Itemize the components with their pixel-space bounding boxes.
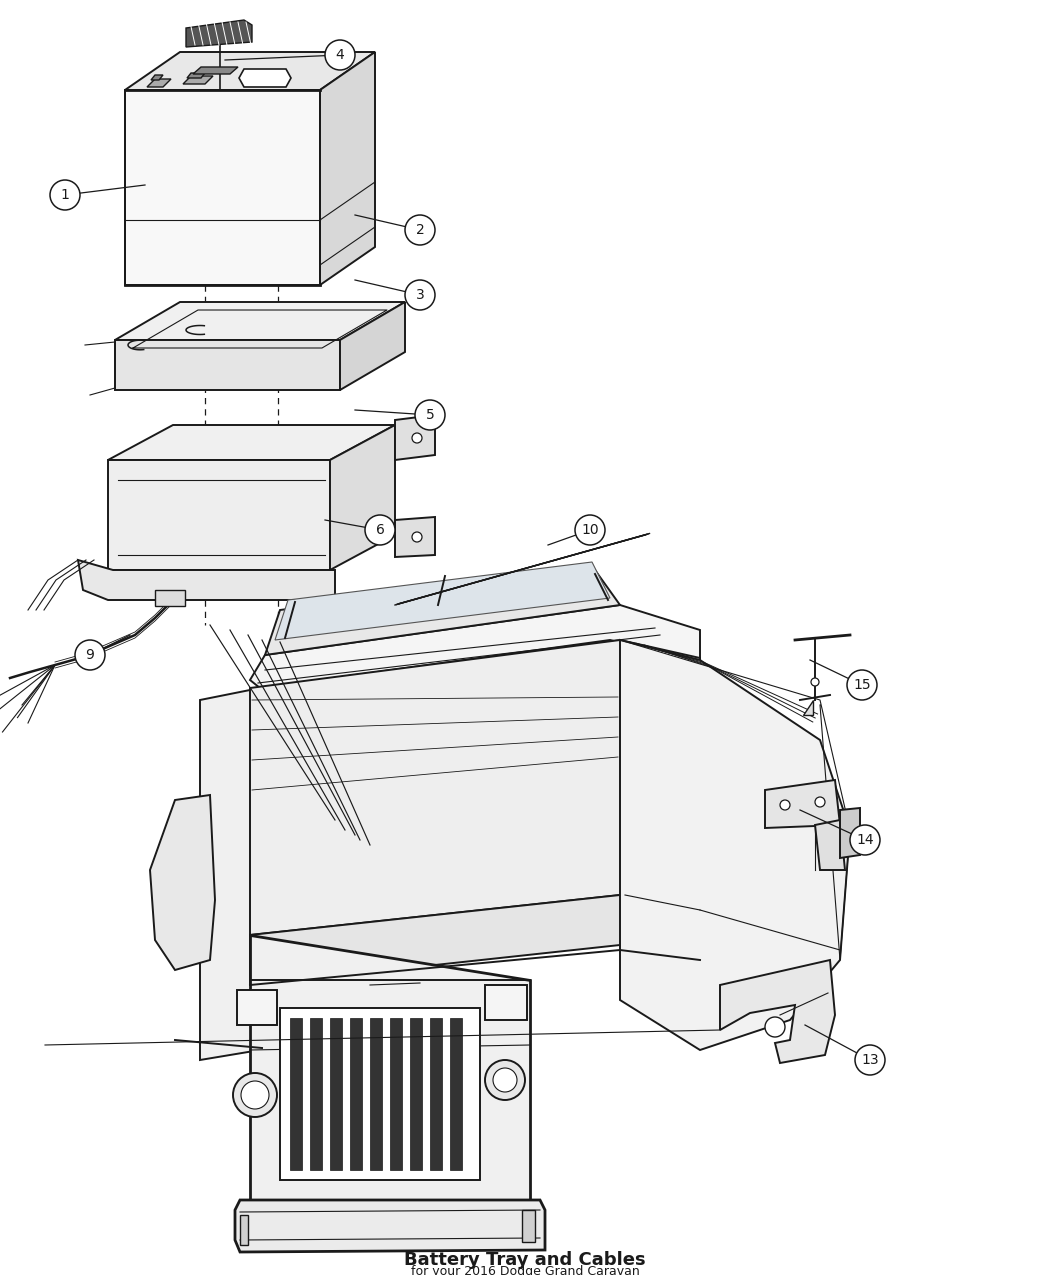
Circle shape (75, 640, 105, 669)
Polygon shape (340, 302, 405, 390)
Polygon shape (250, 935, 530, 1241)
Bar (237, 989, 277, 1025)
Text: 1: 1 (61, 187, 69, 201)
Circle shape (575, 515, 605, 544)
Polygon shape (280, 1009, 480, 1179)
Circle shape (405, 280, 435, 310)
Polygon shape (183, 76, 213, 84)
Circle shape (494, 1068, 517, 1091)
Text: 15: 15 (854, 678, 870, 692)
Circle shape (850, 825, 880, 856)
Polygon shape (186, 20, 252, 47)
Polygon shape (239, 69, 291, 87)
Circle shape (412, 532, 422, 542)
Polygon shape (250, 640, 700, 935)
Text: 14: 14 (856, 833, 874, 847)
Text: 13: 13 (861, 1053, 879, 1067)
Text: 10: 10 (582, 523, 598, 537)
Circle shape (233, 1074, 277, 1117)
Text: Battery Tray and Cables: Battery Tray and Cables (404, 1251, 646, 1269)
Polygon shape (250, 895, 700, 986)
Text: 5: 5 (425, 408, 435, 422)
Polygon shape (765, 780, 840, 827)
Polygon shape (250, 606, 700, 689)
Circle shape (765, 1017, 785, 1037)
Polygon shape (78, 560, 335, 601)
Polygon shape (330, 1017, 342, 1170)
Text: 3: 3 (416, 288, 424, 302)
Polygon shape (410, 1017, 422, 1170)
Polygon shape (151, 75, 163, 80)
Polygon shape (125, 52, 375, 91)
Text: 2: 2 (416, 223, 424, 237)
Polygon shape (395, 414, 435, 460)
Polygon shape (147, 79, 171, 87)
Polygon shape (116, 302, 405, 340)
Text: 9: 9 (85, 648, 94, 662)
Text: for your 2016 Dodge Grand Caravan: for your 2016 Dodge Grand Caravan (411, 1266, 639, 1275)
Polygon shape (310, 1017, 322, 1170)
Circle shape (485, 1060, 525, 1100)
Polygon shape (320, 52, 375, 286)
Polygon shape (200, 688, 260, 1060)
Bar (155, 590, 185, 606)
Polygon shape (803, 700, 813, 715)
Polygon shape (235, 1200, 545, 1252)
Polygon shape (450, 1017, 462, 1170)
Circle shape (50, 180, 80, 210)
Circle shape (815, 797, 825, 807)
Polygon shape (330, 425, 395, 570)
Polygon shape (108, 425, 395, 460)
Circle shape (855, 1046, 885, 1075)
Circle shape (242, 1081, 269, 1109)
Circle shape (847, 669, 877, 700)
Polygon shape (265, 570, 620, 655)
Bar (485, 986, 527, 1020)
Polygon shape (815, 820, 845, 870)
Polygon shape (116, 340, 340, 390)
Polygon shape (350, 1017, 362, 1170)
Polygon shape (620, 640, 851, 1051)
Polygon shape (395, 516, 435, 557)
Polygon shape (187, 73, 205, 78)
Circle shape (811, 678, 819, 686)
Polygon shape (150, 796, 215, 970)
Polygon shape (240, 1215, 248, 1244)
Circle shape (365, 515, 395, 544)
Text: 4: 4 (336, 48, 344, 62)
Polygon shape (390, 1017, 402, 1170)
Circle shape (415, 400, 445, 430)
Polygon shape (193, 68, 238, 74)
Polygon shape (720, 960, 835, 1063)
Polygon shape (275, 562, 610, 640)
Polygon shape (522, 1210, 536, 1242)
Polygon shape (290, 1017, 302, 1170)
Circle shape (780, 799, 790, 810)
Circle shape (412, 434, 422, 442)
Text: 6: 6 (376, 523, 384, 537)
Polygon shape (370, 1017, 382, 1170)
Polygon shape (108, 460, 330, 570)
Polygon shape (430, 1017, 442, 1170)
Polygon shape (125, 91, 320, 286)
Circle shape (326, 40, 355, 70)
Polygon shape (840, 808, 860, 858)
Circle shape (405, 215, 435, 245)
